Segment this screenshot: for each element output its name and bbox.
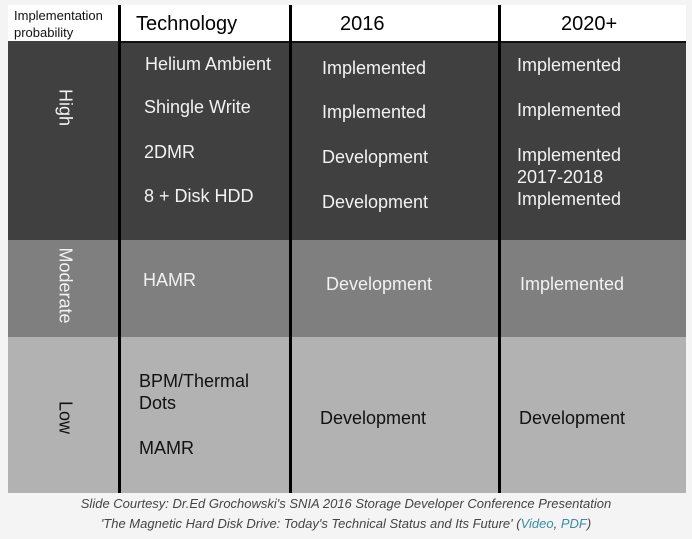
probability-label-high: High [55,88,76,127]
header-technology: Technology [136,13,238,35]
probability-label-moderate: Moderate [55,247,76,324]
low-probability-band [8,337,686,493]
hdd-technology-roadmap-slide: Implementation probability Technology 20… [8,5,686,493]
status-2016-8-disk: Development [322,192,429,212]
caption-line-1: Slide Courtesy: Dr.Ed Grochowski's SNIA … [80,496,612,511]
status-2016-hamr: Development [326,274,433,294]
status-2016-low: Development [320,408,427,428]
tech-shingle-write: Shingle Write [144,97,251,117]
high-probability-band [8,41,686,240]
status-2020-helium: Implemented [517,55,622,75]
status-2016-helium: Implemented [322,58,427,78]
pdf-link[interactable]: PDF [560,516,587,531]
video-link[interactable]: Video [520,516,554,531]
column-divider-3 [498,5,501,493]
caption-separator: , [553,516,561,531]
header-implementation-probability: Implementation probability [14,8,103,40]
tech-8-disk-hdd: 8 + Disk HDD [144,186,254,206]
column-divider-1 [118,5,121,493]
header-2020-plus: 2020+ [561,13,618,35]
probability-label-low: Low [55,400,76,435]
status-2020-hamr: Implemented [520,274,625,294]
tech-bpm-thermal-line2: Dots [139,393,177,413]
tech-hamr: HAMR [143,270,196,290]
header-band [8,5,686,41]
tech-2dmr: 2DMR [144,142,196,162]
tech-bpm-thermal-line1: BPM/Thermal [139,371,250,391]
status-2020-2dmr-years: 2017-2018 [517,167,604,187]
status-2020-2dmr-implemented: Implemented [517,145,622,165]
tech-helium-ambient: Helium Ambient [145,54,272,74]
tech-mamr: MAMR [139,438,194,458]
status-2020-low: Development [519,408,626,428]
status-2020-8-disk: Implemented [517,189,622,209]
moderate-probability-band [8,240,686,337]
caption-title: 'The Magnetic Hard Disk Drive: Today's T… [100,516,521,531]
status-2016-shingle: Implemented [322,102,427,122]
status-2020-shingle: Implemented [517,100,622,120]
column-divider-2 [289,5,292,493]
caption-line-2: 'The Magnetic Hard Disk Drive: Today's T… [0,516,692,531]
caption-close-paren: ) [586,516,592,531]
status-2016-2dmr: Development [322,147,429,167]
header-divider [119,41,686,43]
header-2016: 2016 [340,13,385,35]
